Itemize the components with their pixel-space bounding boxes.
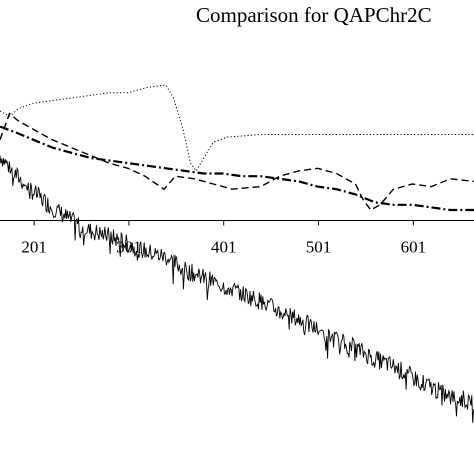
- series-line-3-dash-dot: [0, 125, 474, 212]
- series-layer: [0, 84, 474, 423]
- series-line-4-solid-noisy: [0, 155, 474, 423]
- x-axis-ticks: 201 301 401 501 601: [21, 220, 426, 256]
- chart-title: Comparison for QAPChr2C: [196, 3, 432, 27]
- x-tick-label: 401: [211, 237, 237, 256]
- x-tick-label: 601: [401, 237, 427, 256]
- x-tick-label: 501: [306, 237, 332, 256]
- series-line-1-dotted: [0, 84, 474, 172]
- x-tick-label: 201: [21, 237, 47, 256]
- series-line-2-dashed: [0, 112, 474, 211]
